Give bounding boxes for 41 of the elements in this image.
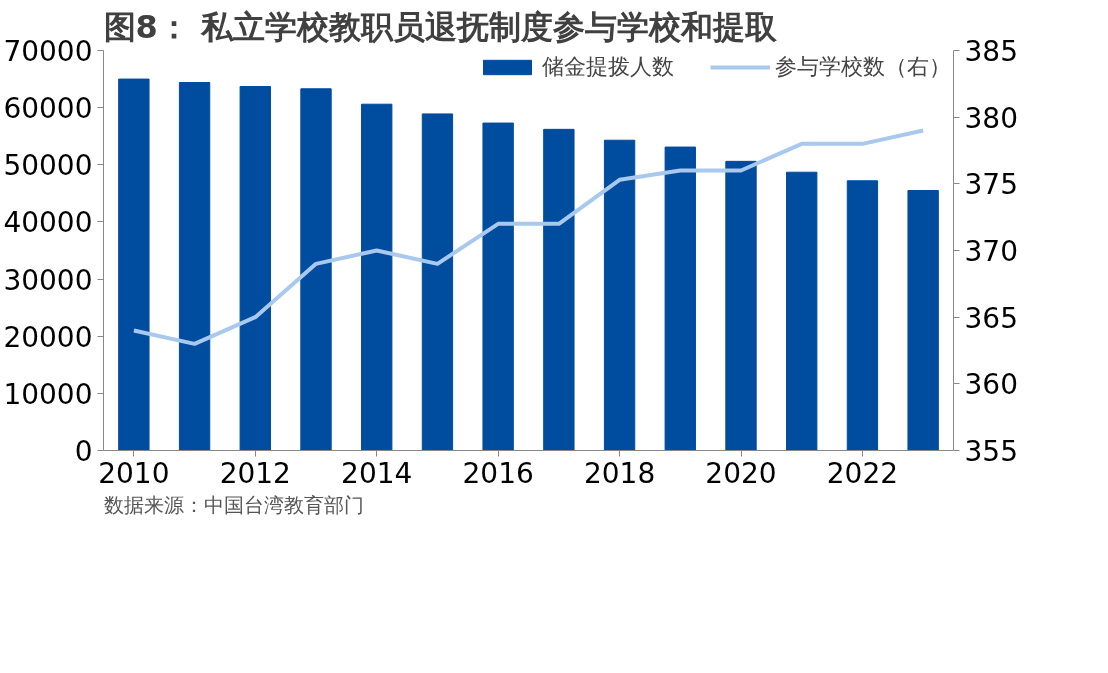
bar	[907, 190, 939, 451]
y2-tick-label: 365	[964, 301, 1018, 335]
y2-tick-label: 380	[964, 101, 1018, 135]
y-tick-label: 20000	[3, 320, 93, 354]
bar	[603, 139, 636, 451]
x-tick-label: 2020	[705, 456, 777, 490]
source-note: 数据来源：中国台湾教育部门	[103, 492, 364, 517]
chart-title: 图8： 私立学校教职员退抚制度参与学校和提取	[103, 7, 778, 46]
bar	[543, 128, 575, 451]
bar	[786, 171, 818, 451]
legend-label: 参与学校数（右）	[775, 53, 951, 81]
y-tick-label: 40000	[3, 206, 93, 240]
y2-tick-label: 375	[964, 168, 1018, 202]
x-tick-label: 2014	[341, 456, 413, 490]
y-tick-label: 30000	[3, 263, 93, 297]
legend-label: 储金提拨人数	[542, 53, 674, 81]
y-tick-label: 60000	[3, 92, 93, 126]
y2-tick-label: 355	[964, 435, 1018, 468]
bar	[361, 103, 393, 451]
x-tick-label: 2012	[219, 456, 291, 490]
x-tick-label: 2022	[826, 456, 899, 490]
y2-tick-label: 360	[964, 368, 1018, 402]
bar	[846, 180, 879, 451]
bar	[725, 160, 757, 451]
y2-tick-label: 385	[964, 35, 1018, 68]
x-tick-label: 2010	[98, 456, 170, 490]
bar	[664, 146, 696, 451]
bar	[421, 113, 454, 451]
x-tick-label: 2018	[583, 456, 656, 490]
y-tick-label: 0	[74, 435, 93, 468]
y-tick-label: 50000	[3, 149, 93, 183]
bar	[482, 122, 514, 451]
bar	[239, 86, 271, 451]
line-series	[131, 128, 926, 346]
bar	[300, 88, 332, 451]
y-tick-label: 10000	[3, 377, 93, 411]
y2-tick-label: 370	[964, 235, 1018, 268]
y-tick-label: 70000	[3, 35, 93, 68]
x-tick-label: 2016	[462, 456, 534, 490]
bar	[178, 82, 211, 451]
bar	[118, 78, 150, 451]
